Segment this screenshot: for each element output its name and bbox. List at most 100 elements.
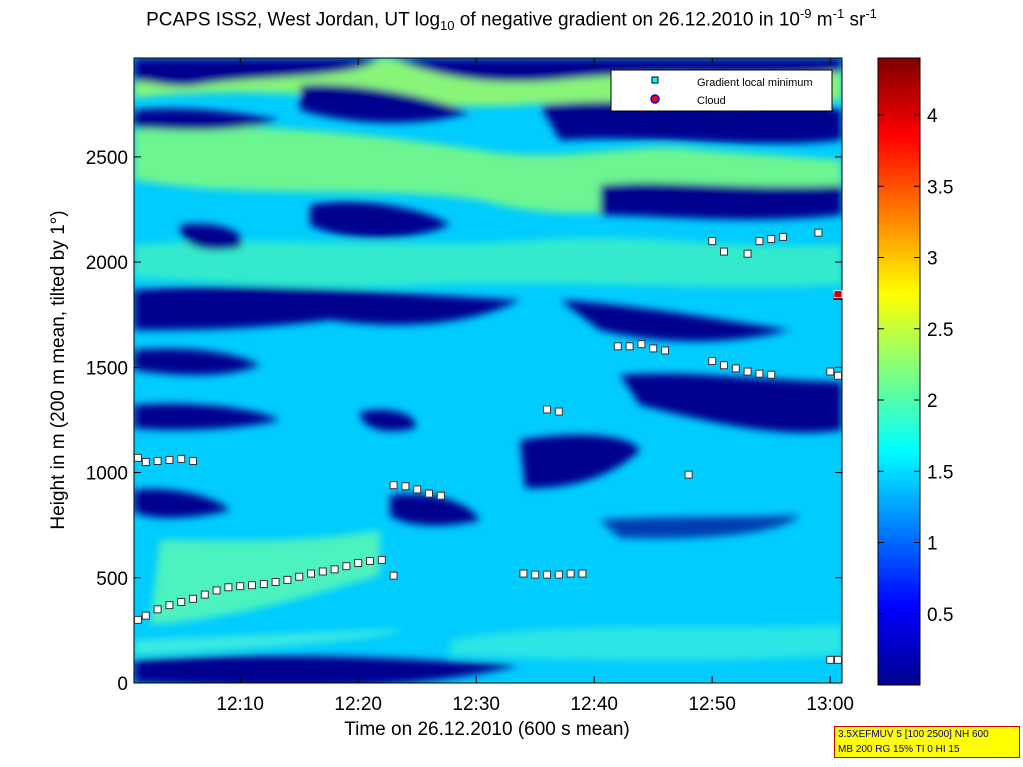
- y-axis: 0 500 1000 1500 2000 2500: [86, 148, 842, 695]
- x-tick-label: 13:00: [806, 694, 854, 715]
- chart-title: PCAPS ISS2, West Jordan, UT log10 of neg…: [146, 6, 877, 34]
- gradient-minimum-point: [248, 581, 256, 590]
- gradient-minimum-point: [578, 569, 587, 578]
- gradient-minimum-point: [189, 456, 197, 465]
- colorbar-tick-label: 3.5: [927, 177, 953, 198]
- gradient-minimum-point: [826, 367, 835, 376]
- gradient-minimum-point: [354, 559, 363, 568]
- gradient-minimum-point: [826, 655, 835, 664]
- gradient-minimum-point: [708, 357, 717, 366]
- gradient-minimum-point: [755, 369, 764, 378]
- gradient-minimum-point: [377, 555, 386, 564]
- colorbar-tick-label: 2.5: [927, 320, 953, 341]
- gradient-minimum-point: [661, 346, 669, 355]
- x-tick-label: 12:50: [688, 694, 736, 715]
- colorbar-tick-label: 4: [927, 106, 938, 127]
- gradient-minimum-point: [519, 569, 528, 578]
- colorbar-tick-label: 3: [927, 249, 938, 270]
- gradient-minimum-point: [755, 237, 764, 246]
- y-tick-label: 2500: [86, 148, 128, 169]
- gradient-minimum-point: [779, 232, 787, 241]
- marker-layer: [134, 228, 843, 664]
- gradient-minimum-point: [389, 481, 398, 490]
- gradient-minimum-point: [731, 364, 740, 373]
- cloud-point: [833, 290, 843, 299]
- legend-marker-gradient: [651, 76, 659, 84]
- gradient-minimum-point: [720, 247, 728, 256]
- gradient-minimum-point: [743, 249, 752, 258]
- gradient-minimum-point: [436, 491, 445, 500]
- gradient-minimum-point: [177, 597, 186, 606]
- gradient-minimum-point: [295, 572, 304, 581]
- y-tick-label: 1000: [86, 464, 128, 485]
- gradient-minimum-point: [134, 615, 142, 624]
- x-tick-label: 12:40: [570, 694, 618, 715]
- footnote-line-2: MB 200 RG 15% TI 0 HI 15: [838, 744, 960, 755]
- gradient-minimum-point: [141, 458, 150, 467]
- gradient-minimum-point: [554, 570, 563, 579]
- gradient-minimum-point: [342, 562, 351, 571]
- gradient-minimum-point: [425, 489, 433, 498]
- colorbar-tick-label: 1: [927, 534, 938, 555]
- gradient-minimum-point: [649, 344, 658, 353]
- gradient-minimum-point: [165, 601, 174, 610]
- gradient-minimum-point: [543, 570, 551, 579]
- x-tick-label: 12:20: [334, 694, 382, 715]
- gradient-minimum-point: [236, 582, 245, 591]
- legend: Gradient local minimum Cloud: [610, 69, 833, 112]
- gradient-minimum-point: [834, 371, 842, 380]
- gradient-minimum-point: [212, 586, 221, 595]
- gradient-minimum-point: [834, 655, 842, 664]
- gradient-minimum-point: [708, 237, 717, 246]
- gradient-minimum-point: [566, 569, 575, 578]
- heatmap-field: [134, 58, 842, 683]
- colorbar: 0.5 1 1.5 2 2.5 3 3.5 4: [877, 57, 953, 686]
- gradient-minimum-point: [637, 340, 646, 349]
- x-axis-label: Time on 26.12.2010 (600 s mean): [344, 719, 630, 740]
- gradient-minimum-point: [165, 455, 174, 464]
- y-tick-label: 1500: [86, 358, 128, 379]
- y-axis-label: Height in m (200 m mean, tilted by 1°): [48, 210, 69, 529]
- gradient-minimum-point: [554, 407, 563, 416]
- y-tick-label: 2000: [86, 253, 128, 274]
- gradient-minimum-point: [318, 567, 327, 576]
- gradient-minimum-point: [153, 456, 162, 465]
- gradient-minimum-point: [401, 482, 410, 491]
- legend-label-cloud: Cloud: [697, 95, 726, 107]
- gradient-minimum-point: [259, 580, 268, 589]
- gradient-minimum-point: [767, 370, 776, 379]
- gradient-minimum-point: [389, 571, 398, 580]
- gradient-minimum-point: [684, 470, 693, 479]
- colorbar-tick-label: 2: [927, 391, 938, 412]
- gradient-minimum-point: [543, 405, 551, 414]
- gradient-minimum-point: [330, 565, 339, 574]
- gradient-minimum-point: [413, 485, 422, 494]
- colorbar-tick-label: 1.5: [927, 462, 953, 483]
- settings-footnote: 3.5XEFMUV 5 [100 2500] NH 600 MB 200 RG …: [834, 726, 1020, 758]
- plot-frame: [133, 57, 843, 684]
- gradient-minimum-point: [307, 569, 315, 578]
- gradient-minimum-point: [720, 361, 728, 370]
- legend-label-gradient: Gradient local minimum: [697, 77, 813, 89]
- gradient-minimum-point: [743, 367, 752, 376]
- gradient-minimum-point: [531, 570, 540, 579]
- gradient-minimum-point: [271, 577, 280, 586]
- gradient-minimum-point: [767, 234, 776, 243]
- y-tick-label: 0: [117, 674, 128, 695]
- gradient-minimum-point: [153, 605, 162, 614]
- colorbar-tick-label: 0.5: [927, 605, 953, 626]
- footnote-line-1: 3.5XEFMUV 5 [100 2500] NH 600: [838, 729, 989, 740]
- gradient-minimum-point: [189, 594, 197, 603]
- y-tick-label: 500: [96, 569, 128, 590]
- gradient-minimum-point: [613, 342, 622, 351]
- x-axis: 12:10 12:20 12:30 12:40 12:50 13:00: [216, 58, 854, 715]
- gradient-minimum-point: [200, 590, 209, 599]
- gradient-minimum-point: [177, 454, 186, 463]
- gradient-minimum-point: [366, 556, 374, 565]
- gradient-minimum-point: [283, 575, 292, 584]
- gradient-minimum-point: [134, 453, 142, 462]
- gradient-minimum-point: [814, 228, 823, 237]
- legend-marker-cloud: [650, 94, 660, 104]
- gradient-minimum-point: [224, 583, 233, 592]
